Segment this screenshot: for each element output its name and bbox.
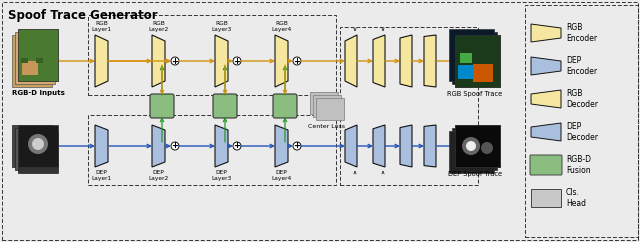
Circle shape bbox=[233, 142, 241, 150]
Polygon shape bbox=[215, 35, 228, 87]
Bar bbox=[21, 58, 28, 63]
Circle shape bbox=[293, 142, 301, 150]
Bar bbox=[455, 35, 500, 87]
Polygon shape bbox=[152, 35, 165, 87]
Polygon shape bbox=[345, 35, 357, 87]
Text: DEP Spoof Trace: DEP Spoof Trace bbox=[448, 171, 502, 177]
Text: RGB
Layer4: RGB Layer4 bbox=[271, 21, 292, 32]
Text: RGB
Layer2: RGB Layer2 bbox=[148, 21, 168, 32]
Bar bbox=[455, 125, 500, 167]
Polygon shape bbox=[275, 125, 288, 167]
Text: +: + bbox=[294, 56, 301, 66]
Polygon shape bbox=[400, 35, 412, 87]
Circle shape bbox=[28, 134, 48, 154]
Text: DEP
Encoder: DEP Encoder bbox=[566, 56, 597, 76]
Bar bbox=[458, 65, 476, 79]
Polygon shape bbox=[424, 35, 436, 87]
Polygon shape bbox=[531, 57, 561, 75]
Bar bbox=[88, 15, 336, 95]
Text: Center Loss: Center Loss bbox=[308, 124, 346, 129]
Polygon shape bbox=[531, 123, 561, 141]
Polygon shape bbox=[95, 125, 108, 167]
Text: +: + bbox=[172, 56, 179, 66]
Polygon shape bbox=[400, 125, 412, 167]
Text: RGB
Encoder: RGB Encoder bbox=[566, 23, 597, 43]
Polygon shape bbox=[215, 125, 228, 167]
Circle shape bbox=[462, 137, 480, 155]
FancyBboxPatch shape bbox=[530, 155, 562, 175]
Text: RGB Spoof Trace: RGB Spoof Trace bbox=[447, 91, 502, 97]
Circle shape bbox=[233, 57, 241, 65]
Bar bbox=[18, 125, 58, 167]
Polygon shape bbox=[95, 35, 108, 87]
Polygon shape bbox=[373, 35, 385, 87]
Text: DEP
Layer1: DEP Layer1 bbox=[92, 170, 111, 181]
Polygon shape bbox=[424, 125, 436, 167]
Polygon shape bbox=[345, 125, 357, 167]
Text: DEP
Layer4: DEP Layer4 bbox=[271, 170, 292, 181]
Polygon shape bbox=[275, 35, 288, 87]
Circle shape bbox=[466, 141, 476, 151]
Polygon shape bbox=[373, 125, 385, 167]
Bar bbox=[15, 32, 55, 84]
Circle shape bbox=[32, 138, 44, 150]
Text: +: + bbox=[234, 142, 241, 151]
Bar bbox=[449, 131, 494, 173]
Polygon shape bbox=[531, 90, 561, 108]
FancyBboxPatch shape bbox=[150, 94, 174, 118]
Bar bbox=[473, 64, 493, 82]
Text: +: + bbox=[294, 142, 301, 151]
Circle shape bbox=[171, 57, 179, 65]
Text: RGB
Layer1: RGB Layer1 bbox=[92, 21, 111, 32]
Text: RGB-D
Fusion: RGB-D Fusion bbox=[566, 155, 591, 175]
Bar bbox=[310, 92, 338, 114]
FancyBboxPatch shape bbox=[213, 94, 237, 118]
Text: DEP
Layer2: DEP Layer2 bbox=[148, 170, 168, 181]
Bar bbox=[455, 35, 500, 87]
Text: Cls.
Head: Cls. Head bbox=[566, 188, 586, 208]
FancyBboxPatch shape bbox=[531, 189, 561, 207]
Bar bbox=[455, 125, 500, 167]
Bar bbox=[36, 58, 43, 63]
Text: DEP
Decoder: DEP Decoder bbox=[566, 122, 598, 142]
Text: RGB
Decoder: RGB Decoder bbox=[566, 89, 598, 109]
Text: Spoof Trace Generator: Spoof Trace Generator bbox=[8, 9, 157, 22]
Text: DEP
Layer3: DEP Layer3 bbox=[211, 170, 232, 181]
Text: RGB-D Inputs: RGB-D Inputs bbox=[12, 90, 65, 96]
Bar bbox=[316, 98, 344, 120]
Bar bbox=[88, 115, 336, 185]
Bar bbox=[18, 131, 58, 173]
Text: RGB
Layer3: RGB Layer3 bbox=[211, 21, 232, 32]
Bar bbox=[340, 27, 478, 185]
Bar bbox=[15, 128, 55, 170]
Bar bbox=[22, 61, 38, 75]
Bar bbox=[18, 29, 58, 81]
Polygon shape bbox=[152, 125, 165, 167]
Bar bbox=[18, 29, 58, 81]
Polygon shape bbox=[531, 24, 561, 42]
Bar bbox=[452, 32, 497, 84]
Bar bbox=[460, 53, 472, 63]
Bar bbox=[313, 95, 341, 117]
Text: +: + bbox=[234, 56, 241, 66]
Bar bbox=[449, 29, 494, 81]
Bar bbox=[12, 35, 52, 87]
FancyBboxPatch shape bbox=[273, 94, 297, 118]
Bar bbox=[452, 128, 497, 170]
Bar bbox=[525, 5, 638, 237]
Circle shape bbox=[171, 142, 179, 150]
Circle shape bbox=[293, 57, 301, 65]
Bar bbox=[12, 125, 52, 167]
Circle shape bbox=[481, 142, 493, 154]
Text: +: + bbox=[172, 142, 179, 151]
